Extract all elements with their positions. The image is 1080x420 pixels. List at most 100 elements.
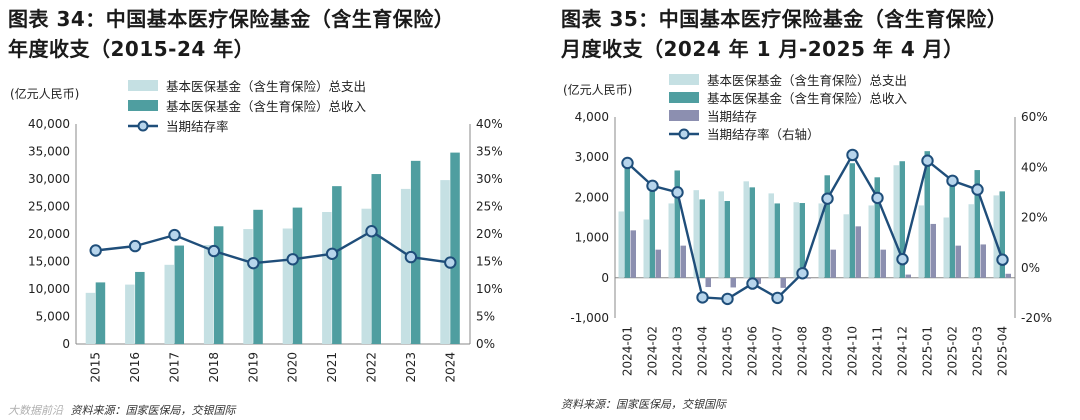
right-x-tick-label: 2025-04 xyxy=(996,326,1010,376)
right-bar-series2 xyxy=(974,170,980,278)
right-rate-point xyxy=(646,179,659,193)
right-y2-tick-label: 40% xyxy=(1021,160,1048,174)
right-rate-point xyxy=(921,154,934,167)
right-bar-series1 xyxy=(743,181,749,278)
right-y2-tick-label: 60% xyxy=(1021,110,1048,124)
left-title-line2: 年度收支（2015-24 年） xyxy=(8,37,255,61)
left-x-tick-label: 2024 xyxy=(443,352,457,383)
left-chart-svg: (亿元人民币) 0 5,000 10,000 15,000 20,000 25,000 30,… xyxy=(10,79,503,383)
left-rate-line xyxy=(95,229,451,265)
right-x-tick-label: 2024-09 xyxy=(821,326,835,376)
right-bar-series3 xyxy=(655,249,661,278)
right-x-tick-label: 2024-05 xyxy=(721,326,735,376)
right-bar-series1 xyxy=(768,193,774,278)
left-bar-series2 xyxy=(371,174,381,344)
right-bar-series1 xyxy=(893,165,899,278)
right-x-tick-label: 2024-08 xyxy=(796,326,810,376)
right-bar-series1 xyxy=(793,202,799,278)
right-legend-label: 当期结存率（右轴） xyxy=(707,127,820,142)
right-bar-series3 xyxy=(730,277,736,288)
right-legend-swatch xyxy=(669,74,699,85)
left-chart-panel: 图表 34：中国基本医疗保险基金（含生育保险） 年度收支（2015-24 年） … xyxy=(0,0,536,420)
left-legend-label: 基本医保基金（含生育保险）总支出 xyxy=(166,79,366,94)
left-y2-tick-label: 0% xyxy=(476,337,495,351)
right-bar-series3 xyxy=(930,223,936,278)
right-x-tick-label: 2024-12 xyxy=(896,326,910,376)
left-rate-point xyxy=(325,247,339,261)
right-rate-point xyxy=(846,148,859,162)
left-y2-tick-label: 20% xyxy=(476,227,503,241)
left-rate-point xyxy=(89,244,102,257)
left-bar-series1 xyxy=(282,228,293,344)
right-rate-point xyxy=(671,186,684,199)
left-chart-source: 大数据前沿 资料来源：国家医保局，交银国际 xyxy=(8,402,236,418)
right-rate-point xyxy=(946,174,959,188)
right-y2-tick-label: 0% xyxy=(1021,261,1040,275)
right-legend-label: 基本医保基金（含生育保险）总支出 xyxy=(707,73,907,88)
right-bar-series3 xyxy=(1005,273,1011,278)
right-bar-series3 xyxy=(780,277,786,288)
left-bar-series1 xyxy=(322,212,332,344)
left-bar-series2 xyxy=(332,186,342,344)
right-bar-series2 xyxy=(774,203,780,278)
right-bar-series3 xyxy=(955,245,961,278)
right-bar-series2 xyxy=(899,161,905,278)
right-y-tick-label: 4,000 xyxy=(575,110,609,124)
left-bar-series2 xyxy=(174,245,184,344)
right-bar-series3 xyxy=(830,249,836,278)
right-title-line1: 图表 35：中国基本医疗保险基金（含生育保险） xyxy=(561,7,1008,31)
right-bar-series3 xyxy=(980,244,986,278)
left-bar-series1 xyxy=(164,264,174,344)
right-legend-marker xyxy=(678,128,690,140)
right-x-tick-label: 2025-01 xyxy=(921,326,935,376)
left-y2-tick-label: 15% xyxy=(476,255,503,269)
right-y-tick-label: 0 xyxy=(601,271,609,285)
right-bar-series3 xyxy=(680,245,686,278)
right-x-tick-label: 2025-02 xyxy=(946,326,960,376)
right-bar-series2 xyxy=(849,163,855,278)
left-y-unit-label: (亿元人民币) xyxy=(10,86,79,101)
right-bar-series1 xyxy=(868,205,874,278)
left-x-tick-label: 2020 xyxy=(286,352,300,383)
left-legend-swatch xyxy=(128,80,158,91)
right-bar-series2 xyxy=(999,191,1005,278)
right-bar-series1 xyxy=(618,211,624,278)
left-rate-point xyxy=(207,244,221,258)
right-bar-series3 xyxy=(880,249,886,278)
right-rate-point xyxy=(871,191,884,205)
right-y-tick-label: 1,000 xyxy=(575,231,609,245)
right-bar-series2 xyxy=(699,199,705,278)
right-x-tick-label: 2024-10 xyxy=(846,326,860,376)
right-bar-series2 xyxy=(924,151,930,278)
right-title-line2: 月度收支（2024 年 1 月-2025 年 4 月） xyxy=(561,37,964,61)
left-bar-series1 xyxy=(400,188,411,344)
left-y-tick-label: 35,000 xyxy=(28,145,70,159)
left-y-tick-label: 25,000 xyxy=(28,200,70,214)
right-bar-series3 xyxy=(855,226,861,278)
right-rate-point xyxy=(796,267,809,280)
left-x-tick-label: 2017 xyxy=(168,352,182,383)
right-bar-series2 xyxy=(724,201,730,278)
right-bar-series3 xyxy=(630,230,636,278)
right-bar-series2 xyxy=(674,170,680,278)
right-bar-series1 xyxy=(643,219,649,278)
right-rate-point xyxy=(996,253,1009,266)
left-legend-label: 基本医保基金（含生育保险）总收入 xyxy=(166,99,367,114)
right-rate-point xyxy=(896,253,909,266)
right-chart-panel: 图表 35：中国基本医疗保险基金（含生育保险） 月度收支（2024 年 1 月-… xyxy=(553,0,1080,420)
left-bar-series1 xyxy=(85,292,96,344)
left-bar-series2 xyxy=(213,226,224,344)
left-legend-marker xyxy=(137,120,149,132)
right-bar-series2 xyxy=(874,177,880,278)
left-legend-label: 当期结存率 xyxy=(166,119,229,134)
left-bar-series1 xyxy=(203,245,214,344)
right-bar-series2 xyxy=(949,183,955,278)
left-y-tick-label: 20,000 xyxy=(28,227,70,241)
right-bar-series1 xyxy=(918,205,924,278)
right-legend-swatch xyxy=(669,92,699,103)
right-chart-title: 图表 35：中国基本医疗保险基金（含生育保险） 月度收支（2024 年 1 月-… xyxy=(561,4,1007,64)
left-x-tick-label: 2022 xyxy=(365,352,379,383)
left-bar-series2 xyxy=(292,207,303,344)
right-rate-point xyxy=(721,292,734,306)
right-legend-swatch xyxy=(669,110,699,121)
